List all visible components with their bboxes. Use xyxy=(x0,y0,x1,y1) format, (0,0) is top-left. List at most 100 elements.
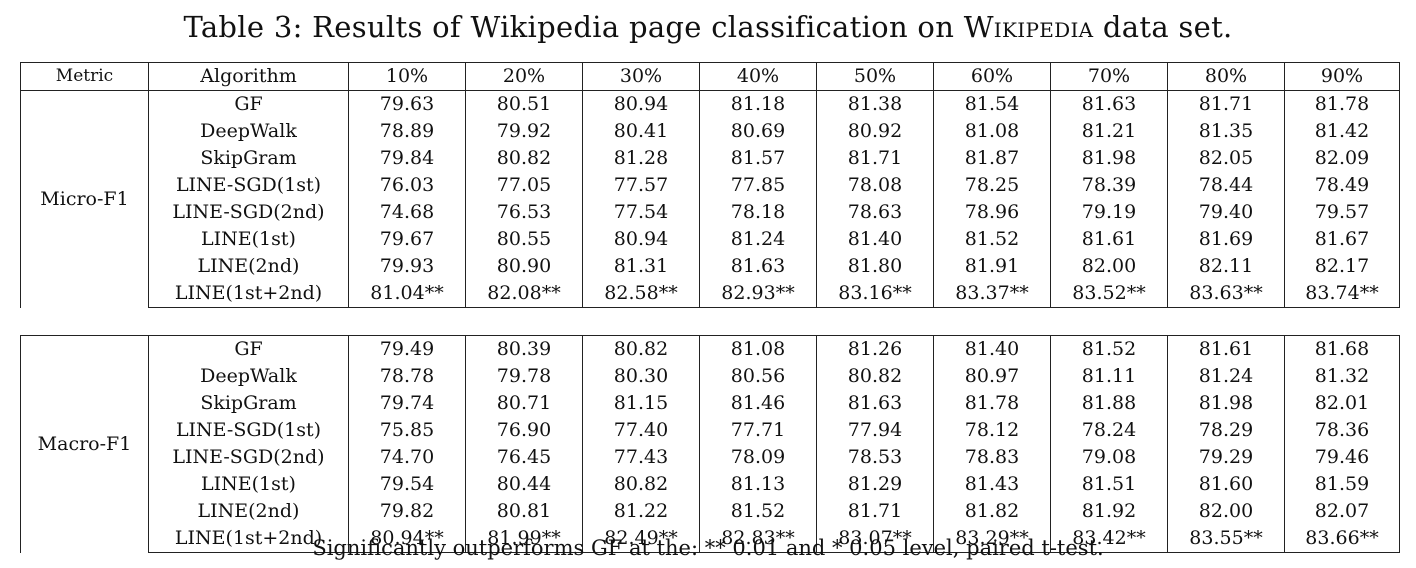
score-cell: 77.43 xyxy=(582,444,700,471)
score-cell: 82.05 xyxy=(1167,145,1285,172)
score-cell: 81.67 xyxy=(1284,226,1400,253)
score-cell: 79.93 xyxy=(348,253,466,280)
score-cell: 78.12 xyxy=(933,417,1051,444)
score-cell: 81.13 xyxy=(699,471,817,498)
score-cell: 80.44 xyxy=(465,471,583,498)
score-cell: 80.41 xyxy=(582,118,700,145)
score-cell: 81.15 xyxy=(582,390,700,417)
score-cell: 81.61 xyxy=(1050,226,1168,253)
score-cell: 81.28 xyxy=(582,145,700,172)
score-cell: 76.45 xyxy=(465,444,583,471)
score-cell: 79.92 xyxy=(465,118,583,145)
caption-suffix: data set. xyxy=(1093,10,1233,44)
score-cell: 78.78 xyxy=(348,363,466,390)
score-cell: 81.52 xyxy=(699,498,817,525)
score-cell: 80.97 xyxy=(933,363,1051,390)
score-cell: 83.74** xyxy=(1284,280,1400,308)
score-cell: 80.94 xyxy=(582,90,700,118)
score-cell: 81.88 xyxy=(1050,390,1168,417)
score-cell: 81.51 xyxy=(1050,471,1168,498)
score-cell: 81.18 xyxy=(699,90,817,118)
score-cell: 81.52 xyxy=(933,226,1051,253)
score-cell: 79.49 xyxy=(348,335,466,363)
header-training-ratio: 80% xyxy=(1167,62,1285,91)
score-cell: 81.32 xyxy=(1284,363,1400,390)
score-cell: 81.57 xyxy=(699,145,817,172)
table-row: LINE(1st) 79.67 80.55 80.94 81.24 81.40 81.52 8… xyxy=(21,226,1400,253)
score-cell: 79.29 xyxy=(1167,444,1285,471)
score-cell: 78.36 xyxy=(1284,417,1400,444)
score-cell: 79.54 xyxy=(348,471,466,498)
algorithm-name: LINE-SGD(2nd) xyxy=(148,444,349,471)
score-cell: 76.03 xyxy=(348,172,466,199)
score-cell: 78.96 xyxy=(933,199,1051,226)
score-cell: 81.42 xyxy=(1284,118,1400,145)
score-cell: 81.78 xyxy=(933,390,1051,417)
score-cell: 80.30 xyxy=(582,363,700,390)
header-algorithm: Algorithm xyxy=(148,62,349,91)
score-cell: 81.69 xyxy=(1167,226,1285,253)
table-row: SkipGram 79.74 80.71 81.15 81.46 81.63 81.78 81… xyxy=(21,390,1400,417)
algorithm-name: SkipGram xyxy=(148,390,349,417)
score-cell: 80.94 xyxy=(582,226,700,253)
score-cell: 82.00 xyxy=(1050,253,1168,280)
score-cell: 77.57 xyxy=(582,172,700,199)
score-cell: 78.24 xyxy=(1050,417,1168,444)
score-cell: 83.16** xyxy=(816,280,934,308)
score-cell: 81.35 xyxy=(1167,118,1285,145)
score-cell: 74.68 xyxy=(348,199,466,226)
score-cell: 80.82 xyxy=(582,471,700,498)
score-cell: 78.83 xyxy=(933,444,1051,471)
score-cell: 75.85 xyxy=(348,417,466,444)
score-cell: 78.18 xyxy=(699,199,817,226)
score-cell: 80.82 xyxy=(465,145,583,172)
score-cell: 79.84 xyxy=(348,145,466,172)
algorithm-name: LINE-SGD(1st) xyxy=(148,417,349,444)
score-cell: 77.40 xyxy=(582,417,700,444)
score-cell: 80.71 xyxy=(465,390,583,417)
score-cell: 81.04** xyxy=(348,280,466,308)
header-training-ratio: 90% xyxy=(1284,62,1400,91)
score-cell: 81.24 xyxy=(699,226,817,253)
score-cell: 81.54 xyxy=(933,90,1051,118)
score-cell: 81.38 xyxy=(816,90,934,118)
table-row: LINE(2nd) 79.82 80.81 81.22 81.52 81.71 81.82 8… xyxy=(21,498,1400,525)
score-cell: 79.57 xyxy=(1284,199,1400,226)
score-cell: 81.99** xyxy=(465,525,583,553)
metric-label: Micro-F1 xyxy=(20,90,149,308)
metric-label: Macro-F1 xyxy=(20,335,149,553)
score-cell: 81.31 xyxy=(582,253,700,280)
score-cell: 79.08 xyxy=(1050,444,1168,471)
score-cell: 81.61 xyxy=(1167,335,1285,363)
score-cell: 80.81 xyxy=(465,498,583,525)
metric-group: Micro-F1 GF 79.63 80.51 80.94 81.18 81.38 81.54… xyxy=(20,90,1400,308)
score-cell: 78.29 xyxy=(1167,417,1285,444)
algorithm-name: SkipGram xyxy=(148,145,349,172)
score-cell: 80.51 xyxy=(465,90,583,118)
score-cell: 78.09 xyxy=(699,444,817,471)
score-cell: 81.68 xyxy=(1284,335,1400,363)
metric-group: Macro-F1 GF 79.49 80.39 80.82 81.08 81.26 81.40… xyxy=(20,335,1400,553)
score-cell: 74.70 xyxy=(348,444,466,471)
score-cell: 80.82 xyxy=(582,335,700,363)
score-cell: 81.63 xyxy=(816,390,934,417)
score-cell: 81.40 xyxy=(816,226,934,253)
table-row: DeepWalk 78.78 79.78 80.30 80.56 80.82 80.97 81… xyxy=(21,363,1400,390)
score-cell: 81.08 xyxy=(699,335,817,363)
score-cell: 79.19 xyxy=(1050,199,1168,226)
score-cell: 78.08 xyxy=(816,172,934,199)
score-cell: 81.92 xyxy=(1050,498,1168,525)
score-cell: 81.63 xyxy=(699,253,817,280)
table-row: LINE(2nd) 79.93 80.90 81.31 81.63 81.80 81.91 8… xyxy=(21,253,1400,280)
score-cell: 78.49 xyxy=(1284,172,1400,199)
algorithm-name: LINE-SGD(2nd) xyxy=(148,199,349,226)
score-cell: 82.07 xyxy=(1284,498,1400,525)
score-cell: 81.87 xyxy=(933,145,1051,172)
score-cell: 78.89 xyxy=(348,118,466,145)
algorithm-name: LINE(2nd) xyxy=(148,498,349,525)
caption-dataset-name: Wikipedia xyxy=(963,10,1094,44)
score-cell: 83.37** xyxy=(933,280,1051,308)
table-row: LINE(1st) 79.54 80.44 80.82 81.13 81.29 81.43 8… xyxy=(21,471,1400,498)
score-cell: 77.85 xyxy=(699,172,817,199)
score-cell: 79.74 xyxy=(348,390,466,417)
